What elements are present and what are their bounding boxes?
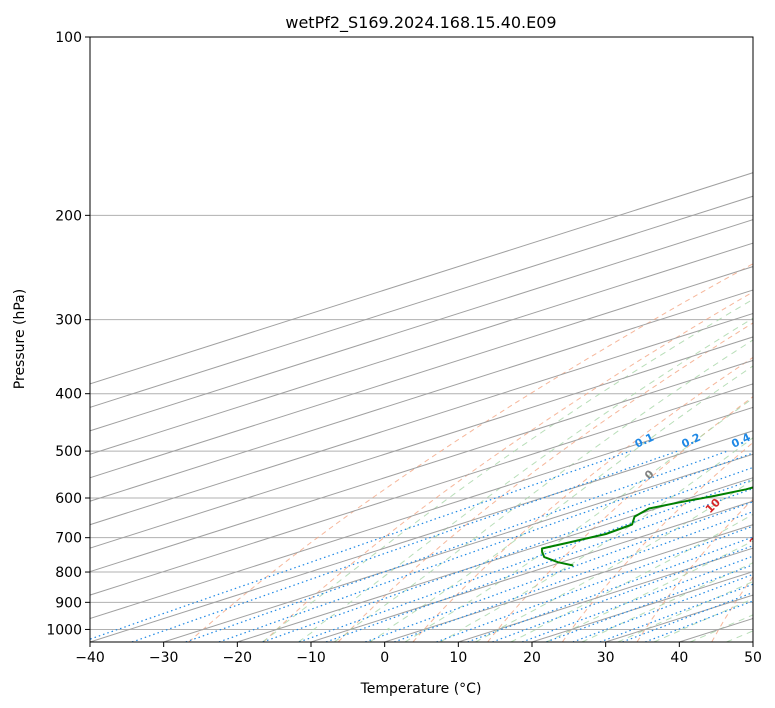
plot-frame xyxy=(89,36,754,643)
x-tick-label: −10 xyxy=(296,650,326,666)
isotherm xyxy=(237,477,753,642)
mixing-ratio-line xyxy=(131,450,678,642)
mixing-ratio-line xyxy=(298,478,753,642)
y-tick-label: 200 xyxy=(55,208,82,224)
isotherm xyxy=(90,312,753,526)
x-tick-label: 10 xyxy=(449,650,467,666)
mixing-ratio-line xyxy=(546,564,753,642)
moist-adiabat xyxy=(545,540,753,642)
isotherm xyxy=(163,453,753,642)
isotherm xyxy=(384,524,753,642)
moist-adiabat xyxy=(726,630,753,642)
dry-adiabat xyxy=(337,322,753,642)
x-tick-label: 20 xyxy=(523,650,541,666)
isotherm xyxy=(90,289,753,502)
dry-adiabat xyxy=(412,356,753,642)
moist-adiabat-label: 20 xyxy=(747,529,767,549)
moist-adiabat xyxy=(510,513,753,642)
mixing-ratio-line xyxy=(393,510,753,642)
dry-adiabat xyxy=(561,441,753,642)
mixing-ratio-label: 0.6 xyxy=(760,431,775,451)
isotherm xyxy=(605,594,753,642)
moist-adiabat xyxy=(333,339,753,642)
x-tick-label: −20 xyxy=(223,650,253,666)
isotherm xyxy=(679,618,753,642)
moist-adiabat xyxy=(298,317,753,642)
x-tick-label: 30 xyxy=(597,650,615,666)
y-tick-label: 600 xyxy=(55,491,82,507)
y-axis-title: Pressure (hPa) xyxy=(12,289,28,389)
mixing-ratio-line xyxy=(492,545,753,642)
moist-adiabat xyxy=(369,365,753,642)
isotherm xyxy=(90,383,753,596)
x-tick-label: −30 xyxy=(149,650,179,666)
x-tick-label: −40 xyxy=(75,650,105,666)
isotherm xyxy=(90,359,753,573)
y-tick-label: 700 xyxy=(55,531,82,547)
mixing-ratio-label: 0.1 xyxy=(633,431,656,451)
moist-adiabat xyxy=(617,581,753,642)
isotherm xyxy=(458,547,753,642)
y-tick-label: 400 xyxy=(55,387,82,403)
mixing-ratio-line xyxy=(185,450,728,642)
moist-adiabat xyxy=(581,562,753,642)
dry-adiabat xyxy=(487,396,753,642)
isotherm xyxy=(90,242,753,455)
y-tick-label: 300 xyxy=(55,313,82,329)
moist-adiabat xyxy=(653,598,753,642)
y-tick-label: 900 xyxy=(55,595,82,611)
y-tick-label: 500 xyxy=(55,444,82,460)
moist-adiabat xyxy=(262,298,753,642)
mixing-ratio-line xyxy=(467,536,753,642)
isotherm xyxy=(90,266,753,479)
chart-title: wetPf2_S169.2024.168.15.40.E09 xyxy=(285,13,556,33)
isotherm xyxy=(752,641,753,642)
mixing-ratio-line xyxy=(325,487,753,642)
isotherm xyxy=(310,500,753,642)
moist-adiabat xyxy=(404,397,753,642)
mixing-ratio-label: 0.4 xyxy=(729,431,752,451)
moist-adiabat xyxy=(439,437,753,642)
isotherm xyxy=(90,430,753,642)
x-tick-label: 50 xyxy=(744,650,762,666)
dry-adiabat xyxy=(188,263,753,642)
y-tick-label: 1000 xyxy=(46,622,82,638)
mixing-ratio-line xyxy=(599,583,753,642)
dry-adiabat xyxy=(636,498,753,642)
x-axis-title: Temperature (°C) xyxy=(360,681,482,697)
mixing-ratio-line xyxy=(218,452,753,642)
mixing-ratio-line xyxy=(365,501,753,642)
isotherm xyxy=(90,406,753,620)
moist-adiabat xyxy=(475,479,753,642)
mixing-ratio-line xyxy=(436,525,753,642)
y-tick-label: 800 xyxy=(55,565,82,581)
isotherm xyxy=(90,195,753,408)
isotherm xyxy=(90,172,753,385)
x-tick-label: 40 xyxy=(670,650,688,666)
isotherm xyxy=(90,336,753,549)
y-tick-label: 100 xyxy=(55,30,82,46)
moist-adiabat-label: 10 xyxy=(703,496,723,516)
isotherm xyxy=(90,219,753,432)
dewpoint-profile-line xyxy=(541,486,753,567)
x-tick-label: 0 xyxy=(380,650,389,666)
dry-adiabat xyxy=(263,291,753,642)
